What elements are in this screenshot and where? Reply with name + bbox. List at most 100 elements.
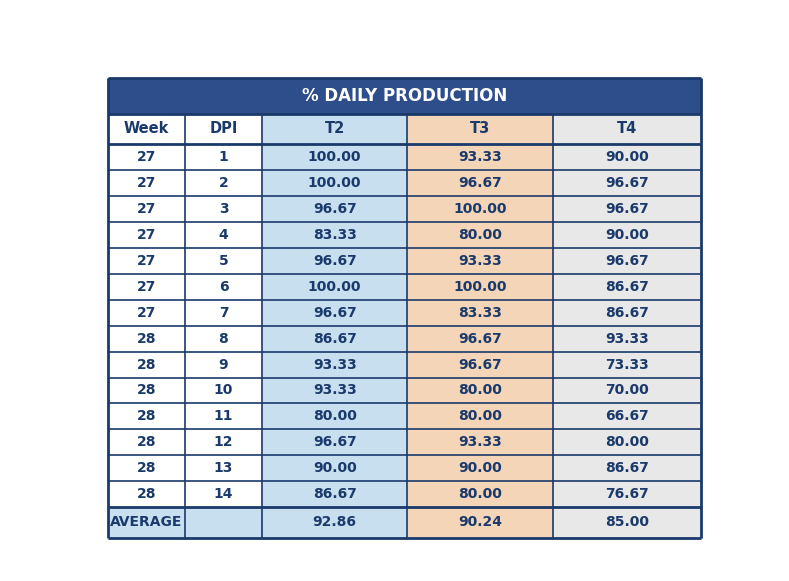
Text: 4: 4: [219, 228, 228, 242]
Bar: [108, 300, 185, 325]
Text: 1: 1: [219, 150, 228, 164]
Bar: [108, 274, 185, 300]
Bar: [262, 507, 407, 537]
Bar: [552, 507, 701, 537]
Text: 93.33: 93.33: [312, 383, 357, 397]
Text: 100.00: 100.00: [308, 176, 361, 190]
Bar: [552, 196, 701, 222]
Bar: [407, 170, 552, 196]
Text: 80.00: 80.00: [605, 435, 649, 449]
Text: 90.24: 90.24: [458, 515, 502, 529]
Bar: [407, 403, 552, 429]
Bar: [407, 481, 552, 507]
Text: 96.67: 96.67: [605, 176, 649, 190]
Bar: [108, 456, 185, 481]
Text: 28: 28: [136, 435, 156, 449]
Text: 7: 7: [219, 306, 228, 320]
Text: DPI: DPI: [209, 121, 237, 137]
Bar: [108, 248, 185, 274]
Text: 86.67: 86.67: [605, 306, 649, 320]
Bar: [552, 248, 701, 274]
Text: Week: Week: [124, 121, 169, 137]
Text: 27: 27: [136, 202, 156, 216]
Bar: [407, 196, 552, 222]
Text: 66.67: 66.67: [605, 410, 649, 424]
Bar: [552, 429, 701, 456]
Bar: [185, 429, 262, 456]
Bar: [407, 144, 552, 170]
Text: 93.33: 93.33: [458, 435, 502, 449]
Text: 11: 11: [214, 410, 234, 424]
Bar: [262, 429, 407, 456]
Bar: [185, 352, 262, 378]
Text: 100.00: 100.00: [453, 279, 507, 293]
Bar: [185, 113, 262, 144]
Bar: [185, 325, 262, 352]
Text: 93.33: 93.33: [458, 254, 502, 268]
Text: 76.67: 76.67: [605, 487, 649, 501]
Text: 28: 28: [136, 487, 156, 501]
Bar: [185, 403, 262, 429]
Bar: [262, 274, 407, 300]
Text: 86.67: 86.67: [605, 279, 649, 293]
Bar: [407, 274, 552, 300]
Text: T2: T2: [324, 121, 345, 137]
Text: 86.67: 86.67: [312, 332, 357, 346]
Bar: [108, 113, 185, 144]
Text: 13: 13: [214, 461, 233, 475]
Bar: [407, 325, 552, 352]
Text: 96.67: 96.67: [312, 254, 357, 268]
Text: 8: 8: [219, 332, 228, 346]
Text: 85.00: 85.00: [605, 515, 649, 529]
Text: 27: 27: [136, 306, 156, 320]
Bar: [262, 248, 407, 274]
Bar: [552, 325, 701, 352]
Bar: [262, 113, 407, 144]
Text: 12: 12: [214, 435, 234, 449]
Bar: [108, 481, 185, 507]
Text: 80.00: 80.00: [458, 228, 502, 242]
Text: 83.33: 83.33: [312, 228, 357, 242]
Bar: [185, 378, 262, 403]
Text: 27: 27: [136, 228, 156, 242]
Bar: [407, 456, 552, 481]
Text: 73.33: 73.33: [605, 357, 649, 371]
Text: % DAILY PRODUCTION: % DAILY PRODUCTION: [301, 87, 507, 105]
Text: 80.00: 80.00: [458, 487, 502, 501]
Text: 5: 5: [219, 254, 228, 268]
Text: 10: 10: [214, 383, 233, 397]
Bar: [552, 378, 701, 403]
Bar: [262, 222, 407, 248]
Bar: [108, 378, 185, 403]
Bar: [552, 144, 701, 170]
Text: 96.67: 96.67: [312, 306, 357, 320]
Bar: [185, 274, 262, 300]
Text: 96.67: 96.67: [458, 332, 502, 346]
Bar: [407, 300, 552, 325]
Bar: [185, 144, 262, 170]
Text: 90.00: 90.00: [605, 228, 649, 242]
Text: 100.00: 100.00: [453, 202, 507, 216]
Bar: [185, 300, 262, 325]
Bar: [108, 403, 185, 429]
Text: 93.33: 93.33: [312, 357, 357, 371]
Text: 90.00: 90.00: [312, 461, 357, 475]
Bar: [552, 403, 701, 429]
Text: 96.67: 96.67: [605, 254, 649, 268]
Bar: [185, 196, 262, 222]
Bar: [185, 222, 262, 248]
Text: 90.00: 90.00: [458, 461, 502, 475]
Text: T4: T4: [617, 121, 637, 137]
Bar: [185, 507, 262, 537]
Bar: [108, 170, 185, 196]
Bar: [108, 222, 185, 248]
Bar: [552, 274, 701, 300]
Text: 86.67: 86.67: [312, 487, 357, 501]
Text: 96.67: 96.67: [312, 202, 357, 216]
Bar: [108, 429, 185, 456]
Bar: [108, 196, 185, 222]
Bar: [108, 78, 701, 113]
Text: 80.00: 80.00: [458, 383, 502, 397]
Text: 80.00: 80.00: [458, 410, 502, 424]
Text: 83.33: 83.33: [458, 306, 502, 320]
